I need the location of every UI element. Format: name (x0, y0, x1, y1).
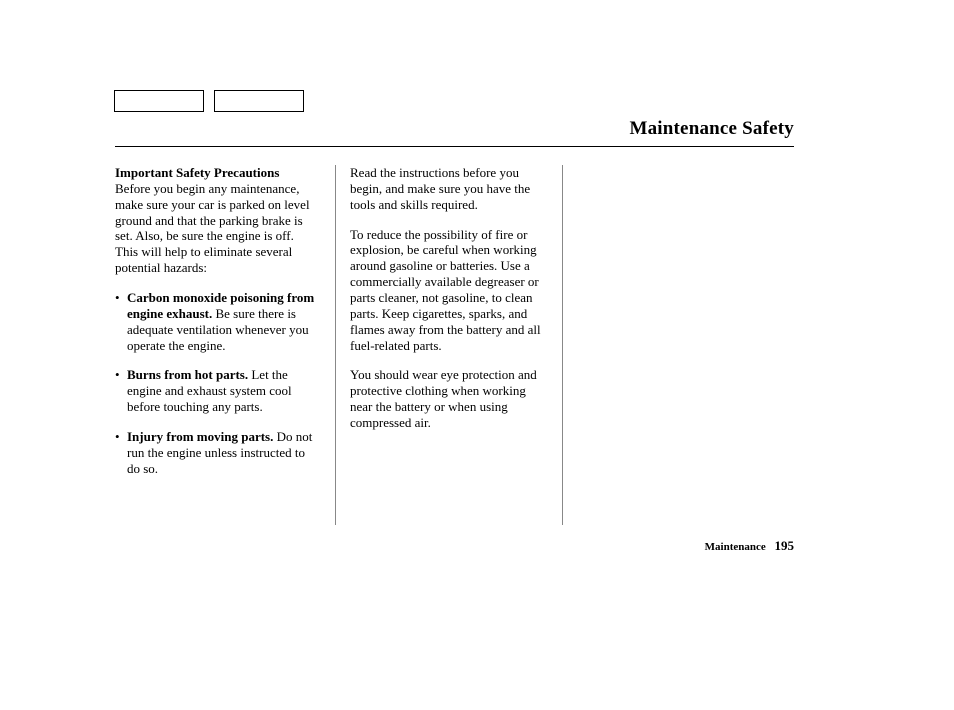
page-header: Maintenance Safety (115, 118, 794, 147)
list-item: Injury from moving parts. Do not run the… (115, 429, 315, 477)
column-3 (562, 165, 782, 525)
column-1: Important Safety Precautions Before you … (115, 165, 335, 525)
nav-box-next[interactable] (214, 90, 304, 112)
body-para: Read the instructions before you begin, … (350, 165, 544, 213)
footer-section: Maintenance (705, 541, 766, 553)
intro-para: Important Safety Precautions Before you … (115, 165, 315, 276)
bullet-lead: Burns from hot parts. (127, 367, 248, 382)
column-2: Read the instructions before you begin, … (335, 165, 562, 525)
hazard-list: Carbon monoxide poisoning from engine ex… (115, 290, 315, 477)
nav-box-row (114, 90, 304, 112)
section-subhead: Important Safety Precautions (115, 165, 279, 180)
page: Maintenance Safety Important Safety Prec… (0, 0, 954, 710)
page-footer: Maintenance 195 (705, 538, 794, 554)
page-title: Maintenance Safety (115, 118, 794, 140)
body-para: You should wear eye protection and prote… (350, 367, 544, 430)
nav-box-prev[interactable] (114, 90, 204, 112)
body-para: To reduce the possibility of fire or exp… (350, 227, 544, 354)
list-item: Carbon monoxide poisoning from engine ex… (115, 290, 315, 353)
list-item: Burns from hot parts. Let the engine and… (115, 367, 315, 415)
intro-text: Before you begin any maintenance, make s… (115, 181, 310, 275)
footer-page-number: 195 (775, 538, 795, 553)
content-columns: Important Safety Precautions Before you … (115, 165, 795, 525)
bullet-lead: Injury from moving parts. (127, 429, 273, 444)
